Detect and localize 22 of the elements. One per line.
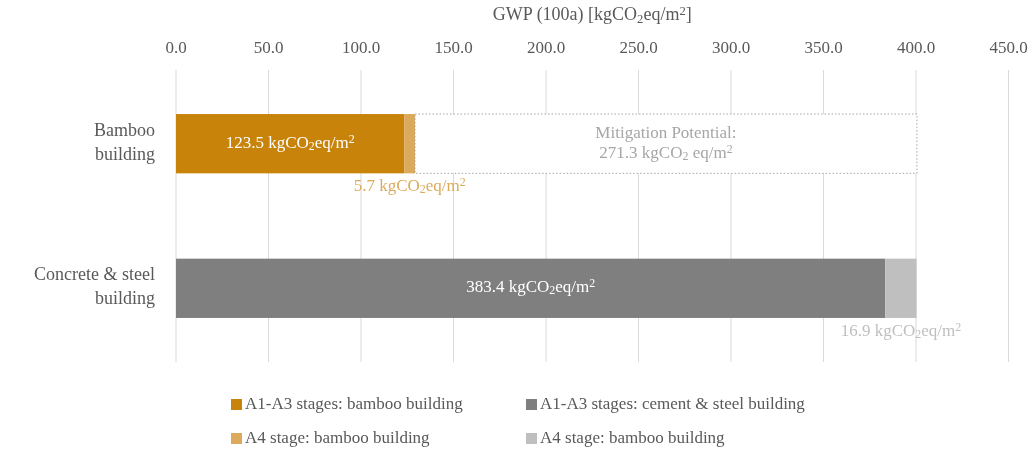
data-label: 5.7 kgCO$_{2}$eq/m$^{2}$ <box>353 174 466 197</box>
y-tick-label: Bamboo building <box>94 119 155 164</box>
legend-label: A1-A3 stages: cement & steel building <box>540 393 806 413</box>
legend-label: A4 stage: bamboo building <box>245 427 431 447</box>
x-tick-label: 150.0 <box>434 38 473 57</box>
x-tick-label: 100.0 <box>341 38 381 57</box>
y-tick-label: Concrete & steel building <box>34 264 155 309</box>
data-label: 123.5 kgCO$_{2}$eq/m$^{2}$ <box>225 131 355 153</box>
x-tick-label: 50.0 <box>253 38 284 57</box>
x-axis-title: GWP (100a) [kgCO$_{2}$eq/m$^{2}$] <box>492 4 692 27</box>
x-tick-label: 450.0 <box>989 38 1028 57</box>
x-tick-label: 350.0 <box>804 38 843 57</box>
data-label: Mitigation Potential: 271.3 kgCO$_{2}$ eq/m$^{2}$ <box>595 122 737 163</box>
x-tick-label: 400.0 <box>896 38 936 57</box>
x-tick-label: 0.0 <box>165 38 187 57</box>
x-tick-label: 300.0 <box>711 38 751 57</box>
data-label: 16.9 kgCO$_{2}$eq/m$^{2}$ <box>840 319 962 341</box>
legend-label: A4 stage: bamboo building <box>540 427 726 447</box>
x-tick-label: 200.0 <box>526 38 566 57</box>
legend-label: A1-A3 stages: bamboo building <box>245 393 464 413</box>
x-tick-label: 250.0 <box>619 38 658 57</box>
data-label: 383.4 kgCO$_{2}$eq/m$^{2}$ <box>466 275 596 298</box>
